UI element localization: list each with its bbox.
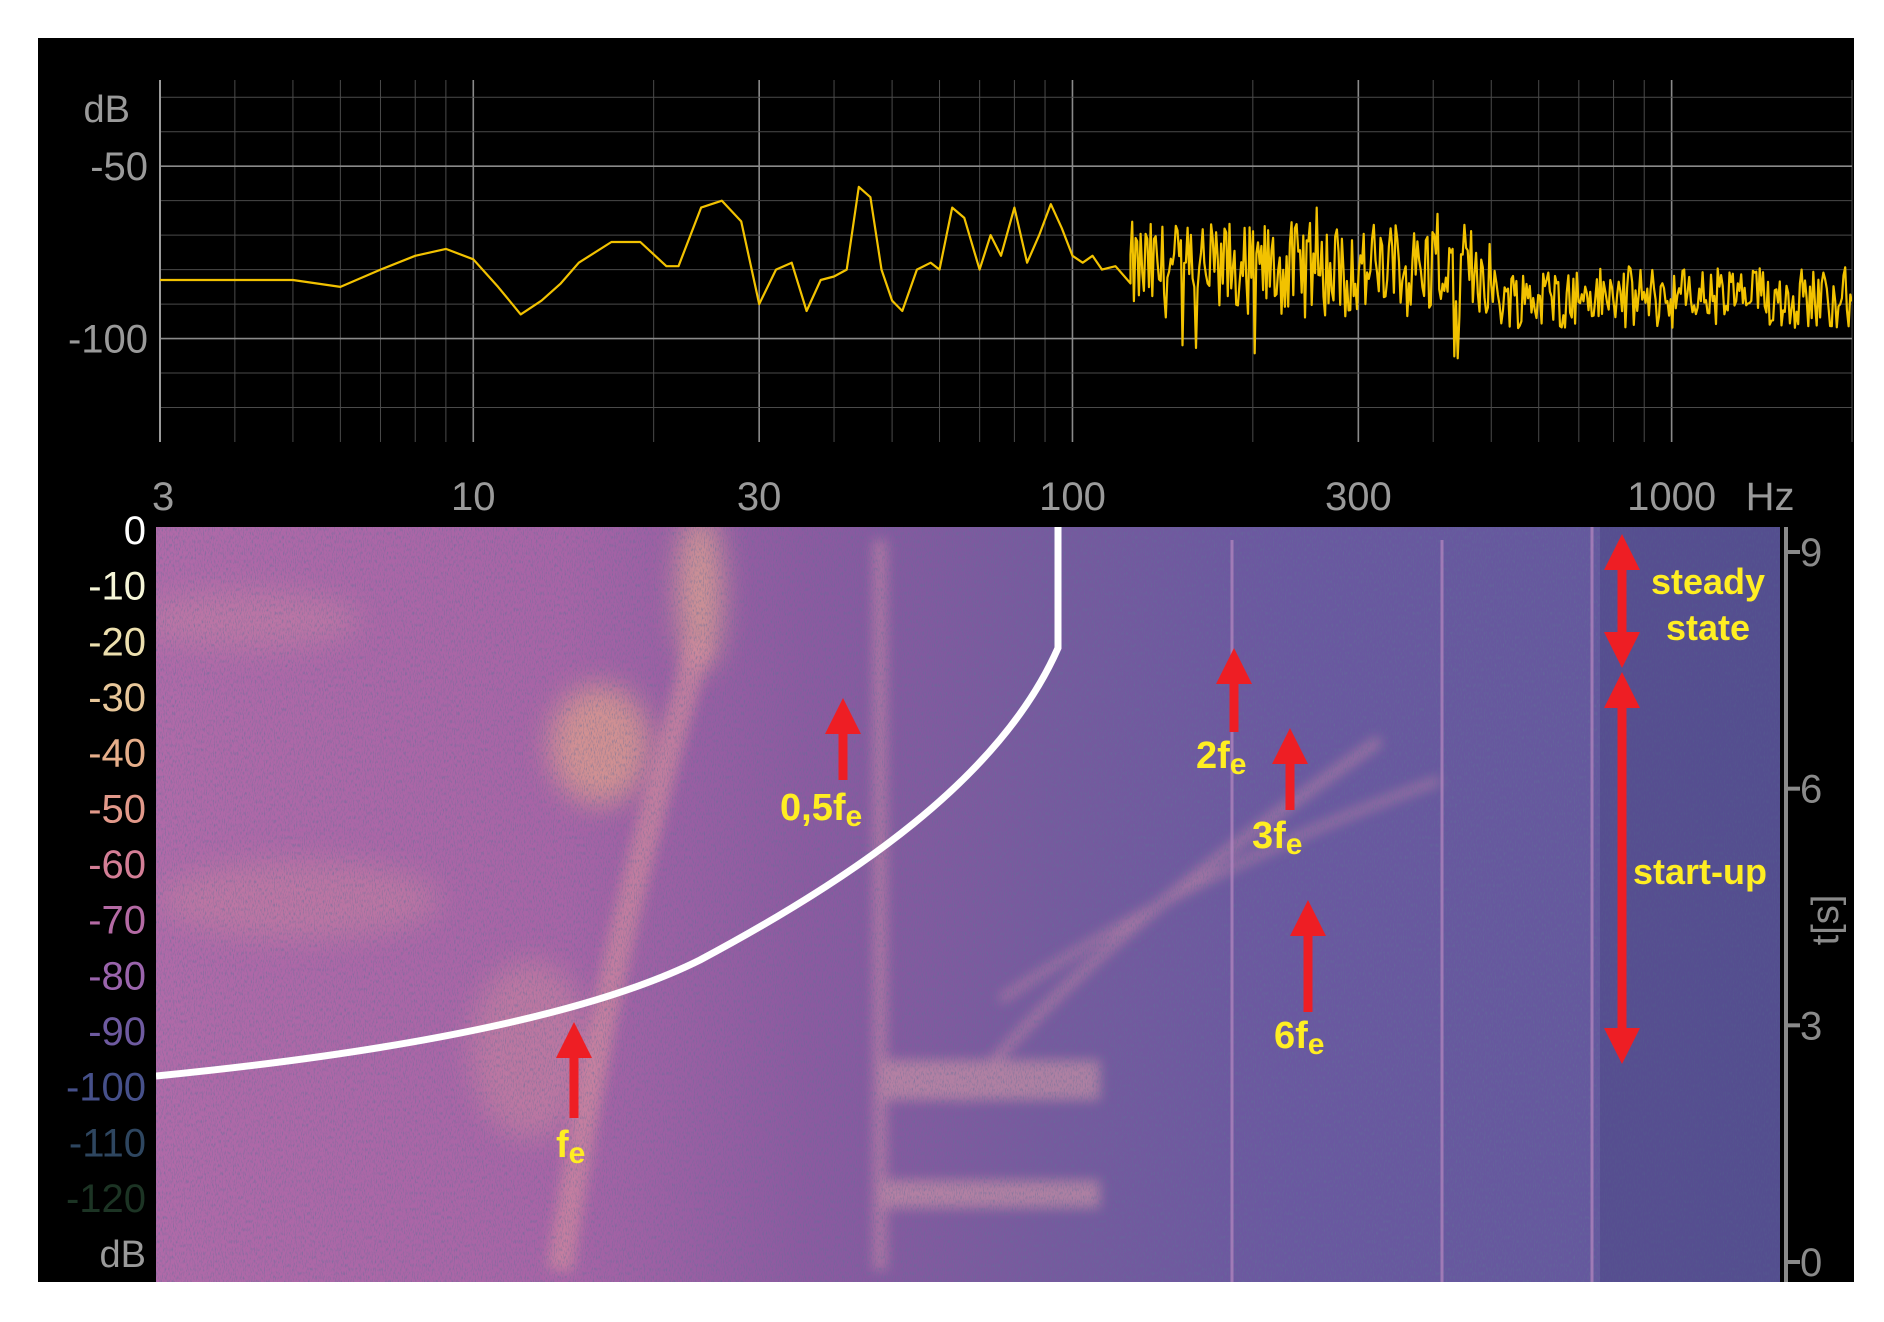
x-tick-label: 3 (152, 475, 174, 519)
spectrum-grid (159, 80, 1853, 442)
colorbar-tick-label: 0 (124, 509, 146, 553)
speed-ramp-curve (156, 527, 1062, 1080)
time-axis-label: t[s] (1805, 895, 1847, 946)
annotation-labels: fe 0,5fe 2fe 3fe 6fe steady state start-… (556, 561, 1767, 1170)
time-tick-label: 0 (1800, 1241, 1822, 1285)
colorbar-tick-label: -100 (66, 1066, 146, 1110)
colorbar-unit: dB (100, 1234, 146, 1276)
time-tick-label: 3 (1800, 1004, 1822, 1048)
colorbar-tick-label: -20 (88, 620, 146, 664)
colorbar-tick-label: -70 (88, 899, 146, 943)
spectrum-tick-labels: 3 10 30 100 300 1000 Hz -50 -100 (68, 145, 1795, 519)
colorbar-tick-label: -60 (88, 843, 146, 887)
time-axis-ticks: 0 3 6 9 (1786, 531, 1822, 1285)
label-3fe: 3fe (1252, 815, 1302, 861)
label-state: state (1666, 607, 1750, 648)
label-0-5fe: 0,5fe (780, 787, 862, 833)
label-steady: steady (1651, 561, 1765, 602)
colorbar-tick-label: -90 (88, 1010, 146, 1054)
label-fe: fe (556, 1124, 585, 1170)
colorbar-tick-label: -80 (88, 954, 146, 998)
x-tick-label: 30 (737, 475, 782, 519)
annotation-arrows (556, 534, 1640, 1118)
spectrogram (156, 527, 1780, 1282)
time-tick-label: 9 (1800, 531, 1822, 575)
colorbar-tick-label: -50 (88, 787, 146, 831)
colorbar-tick-label: -40 (88, 732, 146, 776)
x-tick-label: 1000 (1627, 475, 1716, 519)
colorbar-labels: 0 -10 -20 -30 -40 -50 -60 -70 -80 -90 -100 -110 -120 (66, 509, 146, 1221)
y-tick-label: -50 (90, 145, 148, 189)
colorbar-tick-label: -110 (69, 1121, 146, 1165)
label-6fe: 6fe (1274, 1015, 1324, 1061)
colorbar-tick-label: -10 (88, 565, 146, 609)
time-tick-label: 6 (1800, 768, 1822, 812)
label-start-up: start-up (1633, 851, 1767, 892)
x-unit-label: Hz (1746, 475, 1795, 519)
spectrum-series-line (160, 185, 1852, 360)
colorbar-tick-label: -120 (66, 1177, 146, 1221)
x-tick-label: 10 (451, 475, 496, 519)
y-tick-label: -100 (68, 318, 148, 362)
x-tick-label: 300 (1325, 475, 1392, 519)
x-tick-label: 100 (1039, 475, 1106, 519)
colorbar-tick-label: -30 (88, 676, 146, 720)
label-2fe: 2fe (1196, 735, 1246, 781)
spectrum-y-unit: dB (84, 89, 130, 131)
